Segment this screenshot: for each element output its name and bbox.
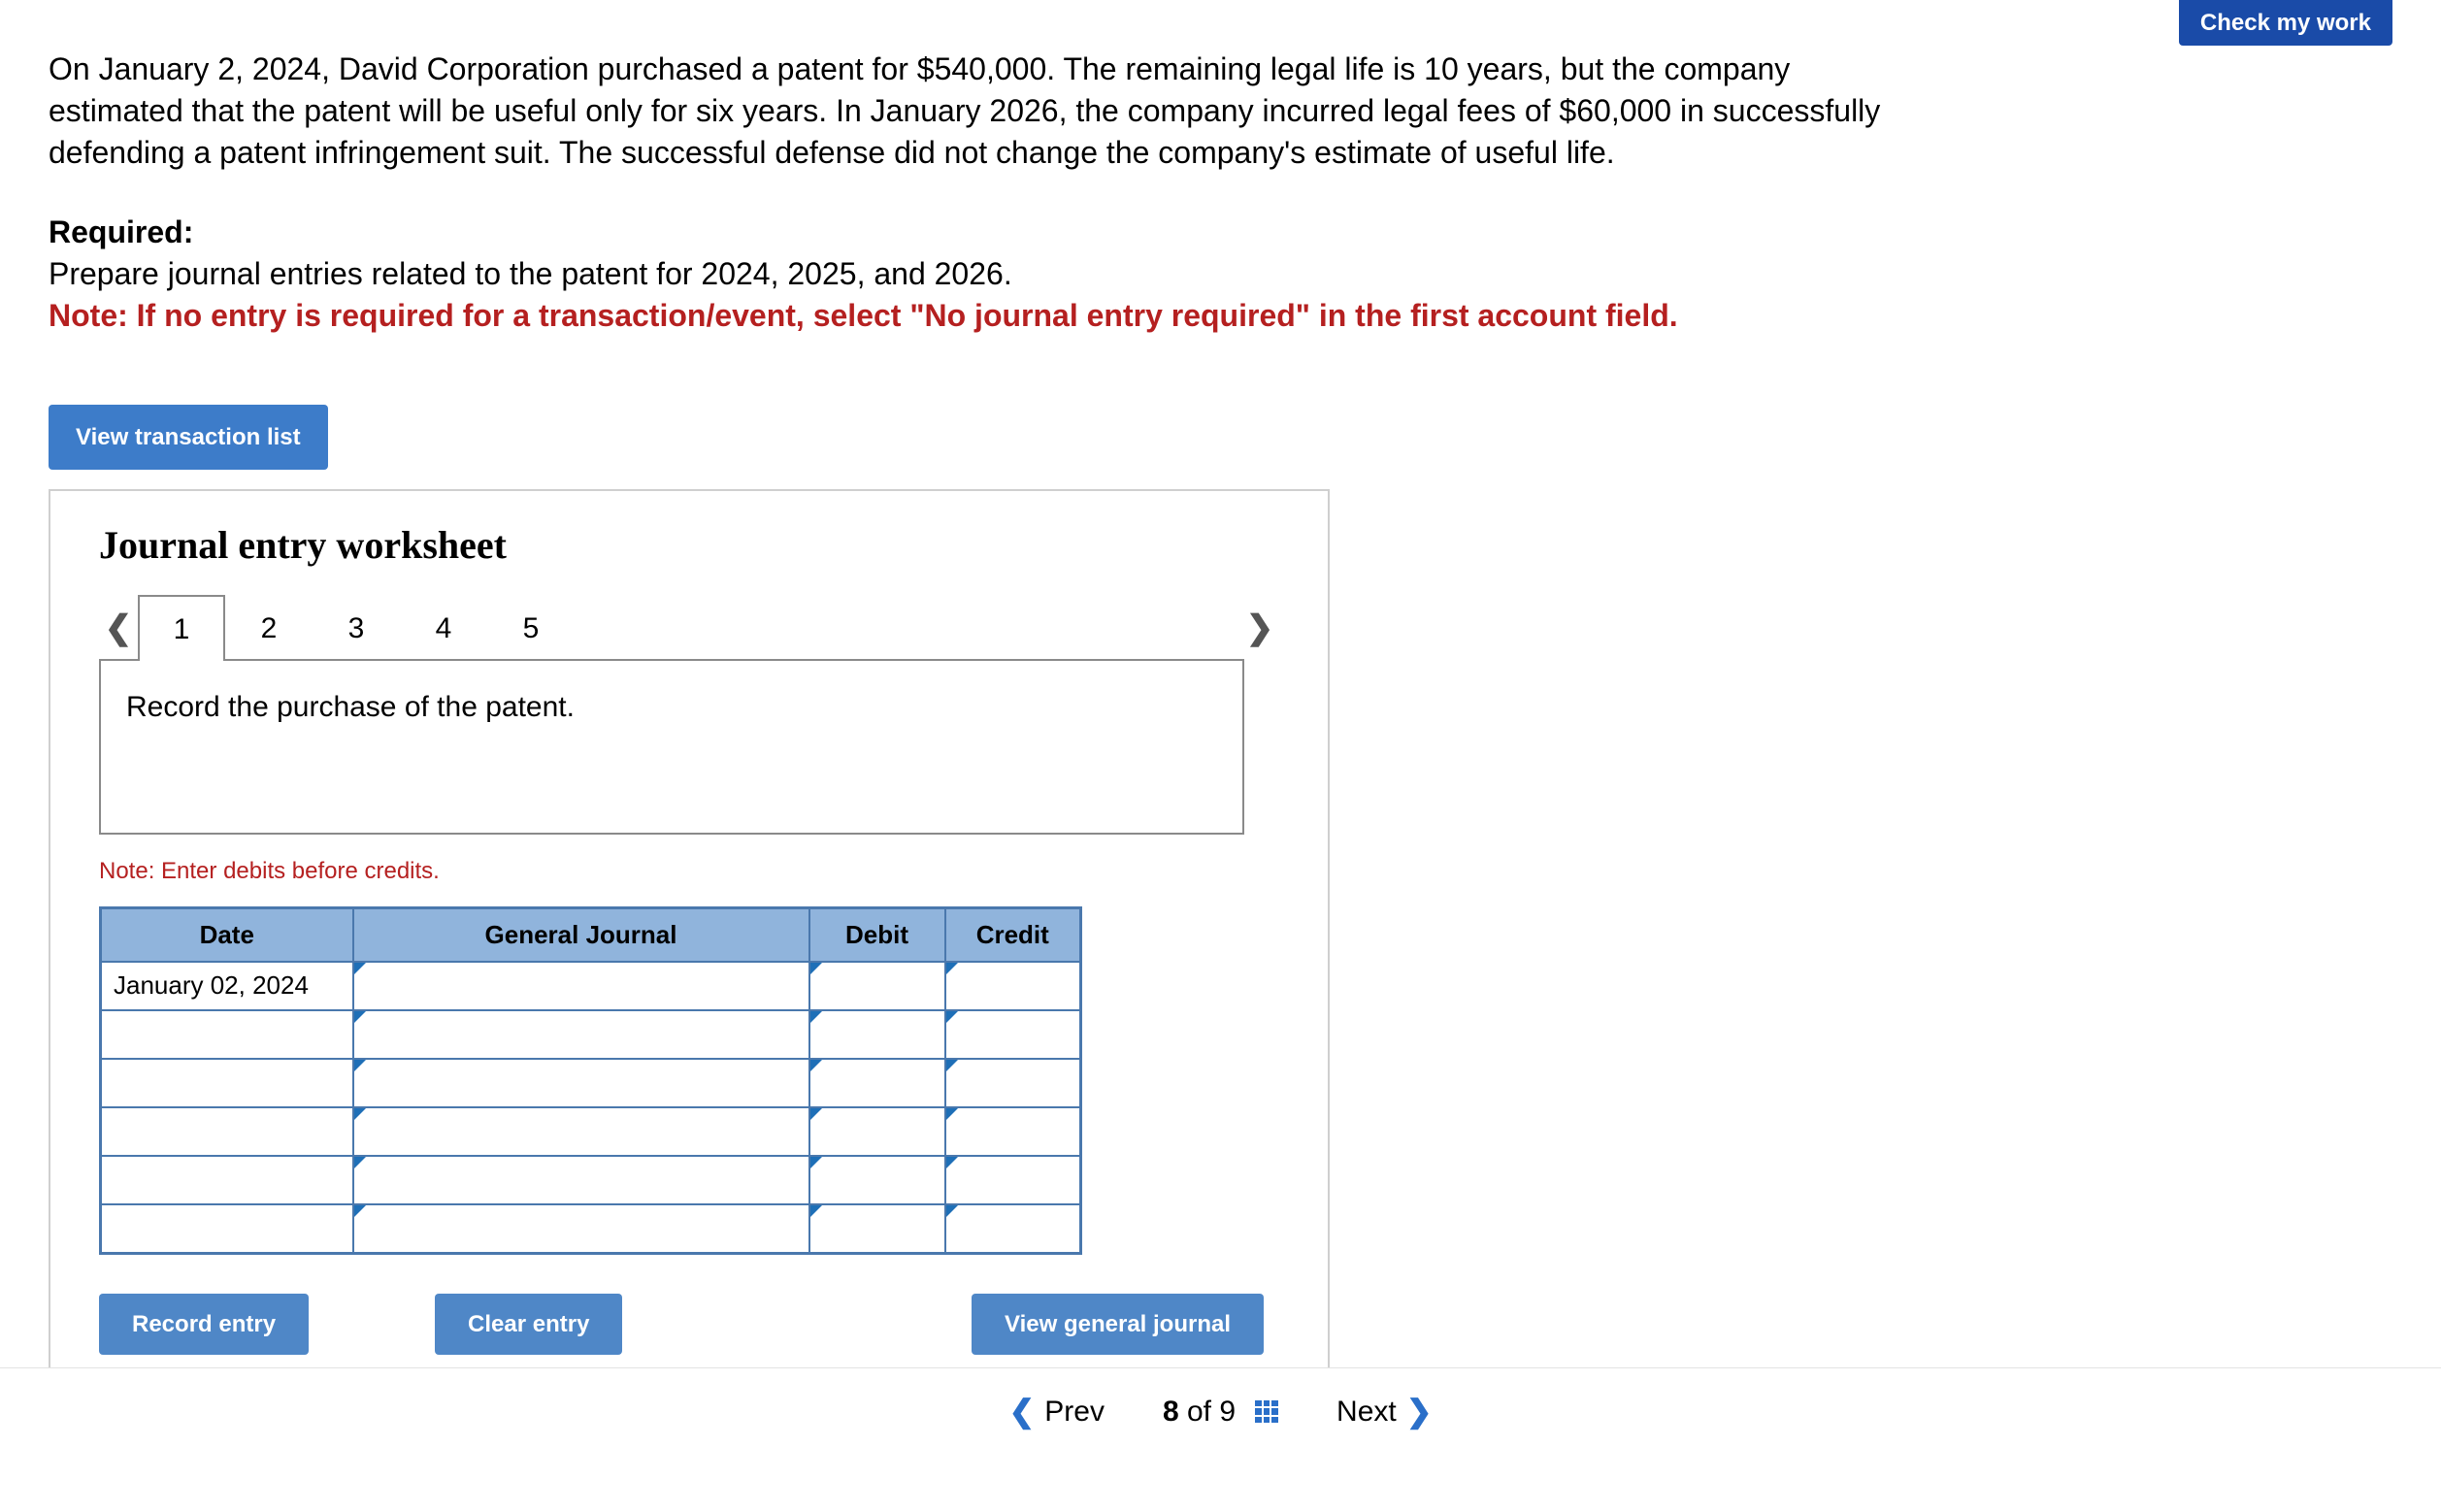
required-block: Required: Prepare journal entries relate…	[49, 212, 2392, 338]
journal-worksheet-panel: Journal entry worksheet ❮ 1 2 3 4 5 ❯ Re…	[49, 489, 1330, 1396]
dropdown-icon	[810, 1205, 822, 1217]
debits-before-credits-note: Note: Enter debits before credits.	[99, 856, 1279, 886]
page-total: 9	[1219, 1396, 1236, 1428]
dropdown-icon	[354, 1157, 366, 1168]
cell-general-journal[interactable]	[353, 1010, 809, 1059]
table-row	[101, 1156, 1081, 1204]
chevron-right-icon: ❯	[1406, 1392, 1433, 1432]
cell-date[interactable]	[101, 1156, 353, 1204]
view-transaction-list-button[interactable]: View transaction list	[49, 405, 328, 470]
dropdown-icon	[810, 1108, 822, 1120]
cell-date[interactable]: January 02, 2024	[101, 962, 353, 1010]
journal-entry-table: Date General Journal Debit Credit Januar…	[99, 906, 1082, 1255]
worksheet-title: Journal entry worksheet	[99, 520, 1279, 571]
dropdown-icon	[946, 1060, 958, 1071]
dropdown-icon	[946, 1108, 958, 1120]
check-my-work-button[interactable]: Check my work	[2179, 0, 2392, 46]
cell-debit[interactable]	[809, 1059, 945, 1107]
dropdown-icon	[946, 963, 958, 974]
page-of-word: of	[1187, 1396, 1211, 1428]
dropdown-icon	[946, 1157, 958, 1168]
dropdown-icon	[946, 1011, 958, 1023]
required-label: Required:	[49, 212, 2392, 253]
cell-credit[interactable]	[945, 1010, 1081, 1059]
next-label: Next	[1336, 1393, 1397, 1430]
cell-debit[interactable]	[809, 962, 945, 1010]
table-row	[101, 1107, 1081, 1156]
dropdown-icon	[810, 1060, 822, 1071]
cell-date[interactable]	[101, 1204, 353, 1253]
dropdown-icon	[354, 1205, 366, 1217]
clear-entry-button[interactable]: Clear entry	[435, 1294, 622, 1355]
cell-general-journal[interactable]	[353, 1156, 809, 1204]
page-counter: 8 of 9	[1163, 1393, 1278, 1430]
cell-credit[interactable]	[945, 1059, 1081, 1107]
cell-general-journal[interactable]	[353, 1107, 809, 1156]
transaction-instruction: Record the purchase of the patent.	[99, 659, 1244, 835]
table-row	[101, 1059, 1081, 1107]
prev-label: Prev	[1044, 1393, 1105, 1430]
col-header-debit: Debit	[809, 907, 945, 962]
cell-general-journal[interactable]	[353, 1204, 809, 1253]
cell-general-journal[interactable]	[353, 1059, 809, 1107]
table-row: January 02, 2024	[101, 962, 1081, 1010]
tab-3[interactable]: 3	[313, 595, 400, 661]
required-line-1: Prepare journal entries related to the p…	[49, 253, 2392, 295]
view-general-journal-button[interactable]: View general journal	[972, 1294, 1264, 1355]
cell-debit[interactable]	[809, 1107, 945, 1156]
cell-date[interactable]	[101, 1107, 353, 1156]
cell-date[interactable]	[101, 1059, 353, 1107]
dropdown-icon	[946, 1205, 958, 1217]
table-row	[101, 1204, 1081, 1253]
col-header-date: Date	[101, 907, 353, 962]
prev-button[interactable]: ❮ Prev	[1008, 1392, 1105, 1432]
dropdown-icon	[810, 1157, 822, 1168]
next-button[interactable]: Next ❯	[1336, 1392, 1433, 1432]
cell-credit[interactable]	[945, 1107, 1081, 1156]
cell-debit[interactable]	[809, 1156, 945, 1204]
tab-2[interactable]: 2	[225, 595, 313, 661]
required-note: Note: If no entry is required for a tran…	[49, 295, 2392, 337]
footer-navigation: ❮ Prev 8 of 9 Next ❯	[0, 1367, 2441, 1455]
page-current: 8	[1163, 1396, 1179, 1428]
tab-5[interactable]: 5	[487, 595, 575, 661]
cell-general-journal[interactable]	[353, 962, 809, 1010]
record-entry-button[interactable]: Record entry	[99, 1294, 309, 1355]
journal-table-body: January 02, 2024	[101, 962, 1081, 1253]
worksheet-tab-strip: ❮ 1 2 3 4 5 ❯	[99, 595, 1279, 661]
dropdown-icon	[810, 963, 822, 974]
cell-date[interactable]	[101, 1010, 353, 1059]
table-row	[101, 1010, 1081, 1059]
cell-debit[interactable]	[809, 1204, 945, 1253]
grid-icon[interactable]	[1255, 1400, 1278, 1424]
cell-debit[interactable]	[809, 1010, 945, 1059]
dropdown-icon	[354, 963, 366, 974]
cell-credit[interactable]	[945, 962, 1081, 1010]
tab-4[interactable]: 4	[400, 595, 487, 661]
worksheet-action-row: Record entry Clear entry View general jo…	[99, 1294, 1264, 1355]
tab-1[interactable]: 1	[138, 595, 225, 661]
dropdown-icon	[354, 1108, 366, 1120]
col-header-general-journal: General Journal	[353, 907, 809, 962]
cell-credit[interactable]	[945, 1204, 1081, 1253]
dropdown-icon	[810, 1011, 822, 1023]
problem-statement: On January 2, 2024, David Corporation pu…	[49, 49, 1893, 175]
tab-next-arrow[interactable]: ❯	[1240, 607, 1279, 649]
chevron-left-icon: ❮	[1008, 1392, 1035, 1432]
cell-credit[interactable]	[945, 1156, 1081, 1204]
dropdown-icon	[354, 1060, 366, 1071]
tab-prev-arrow[interactable]: ❮	[99, 607, 138, 649]
dropdown-icon	[354, 1011, 366, 1023]
col-header-credit: Credit	[945, 907, 1081, 962]
